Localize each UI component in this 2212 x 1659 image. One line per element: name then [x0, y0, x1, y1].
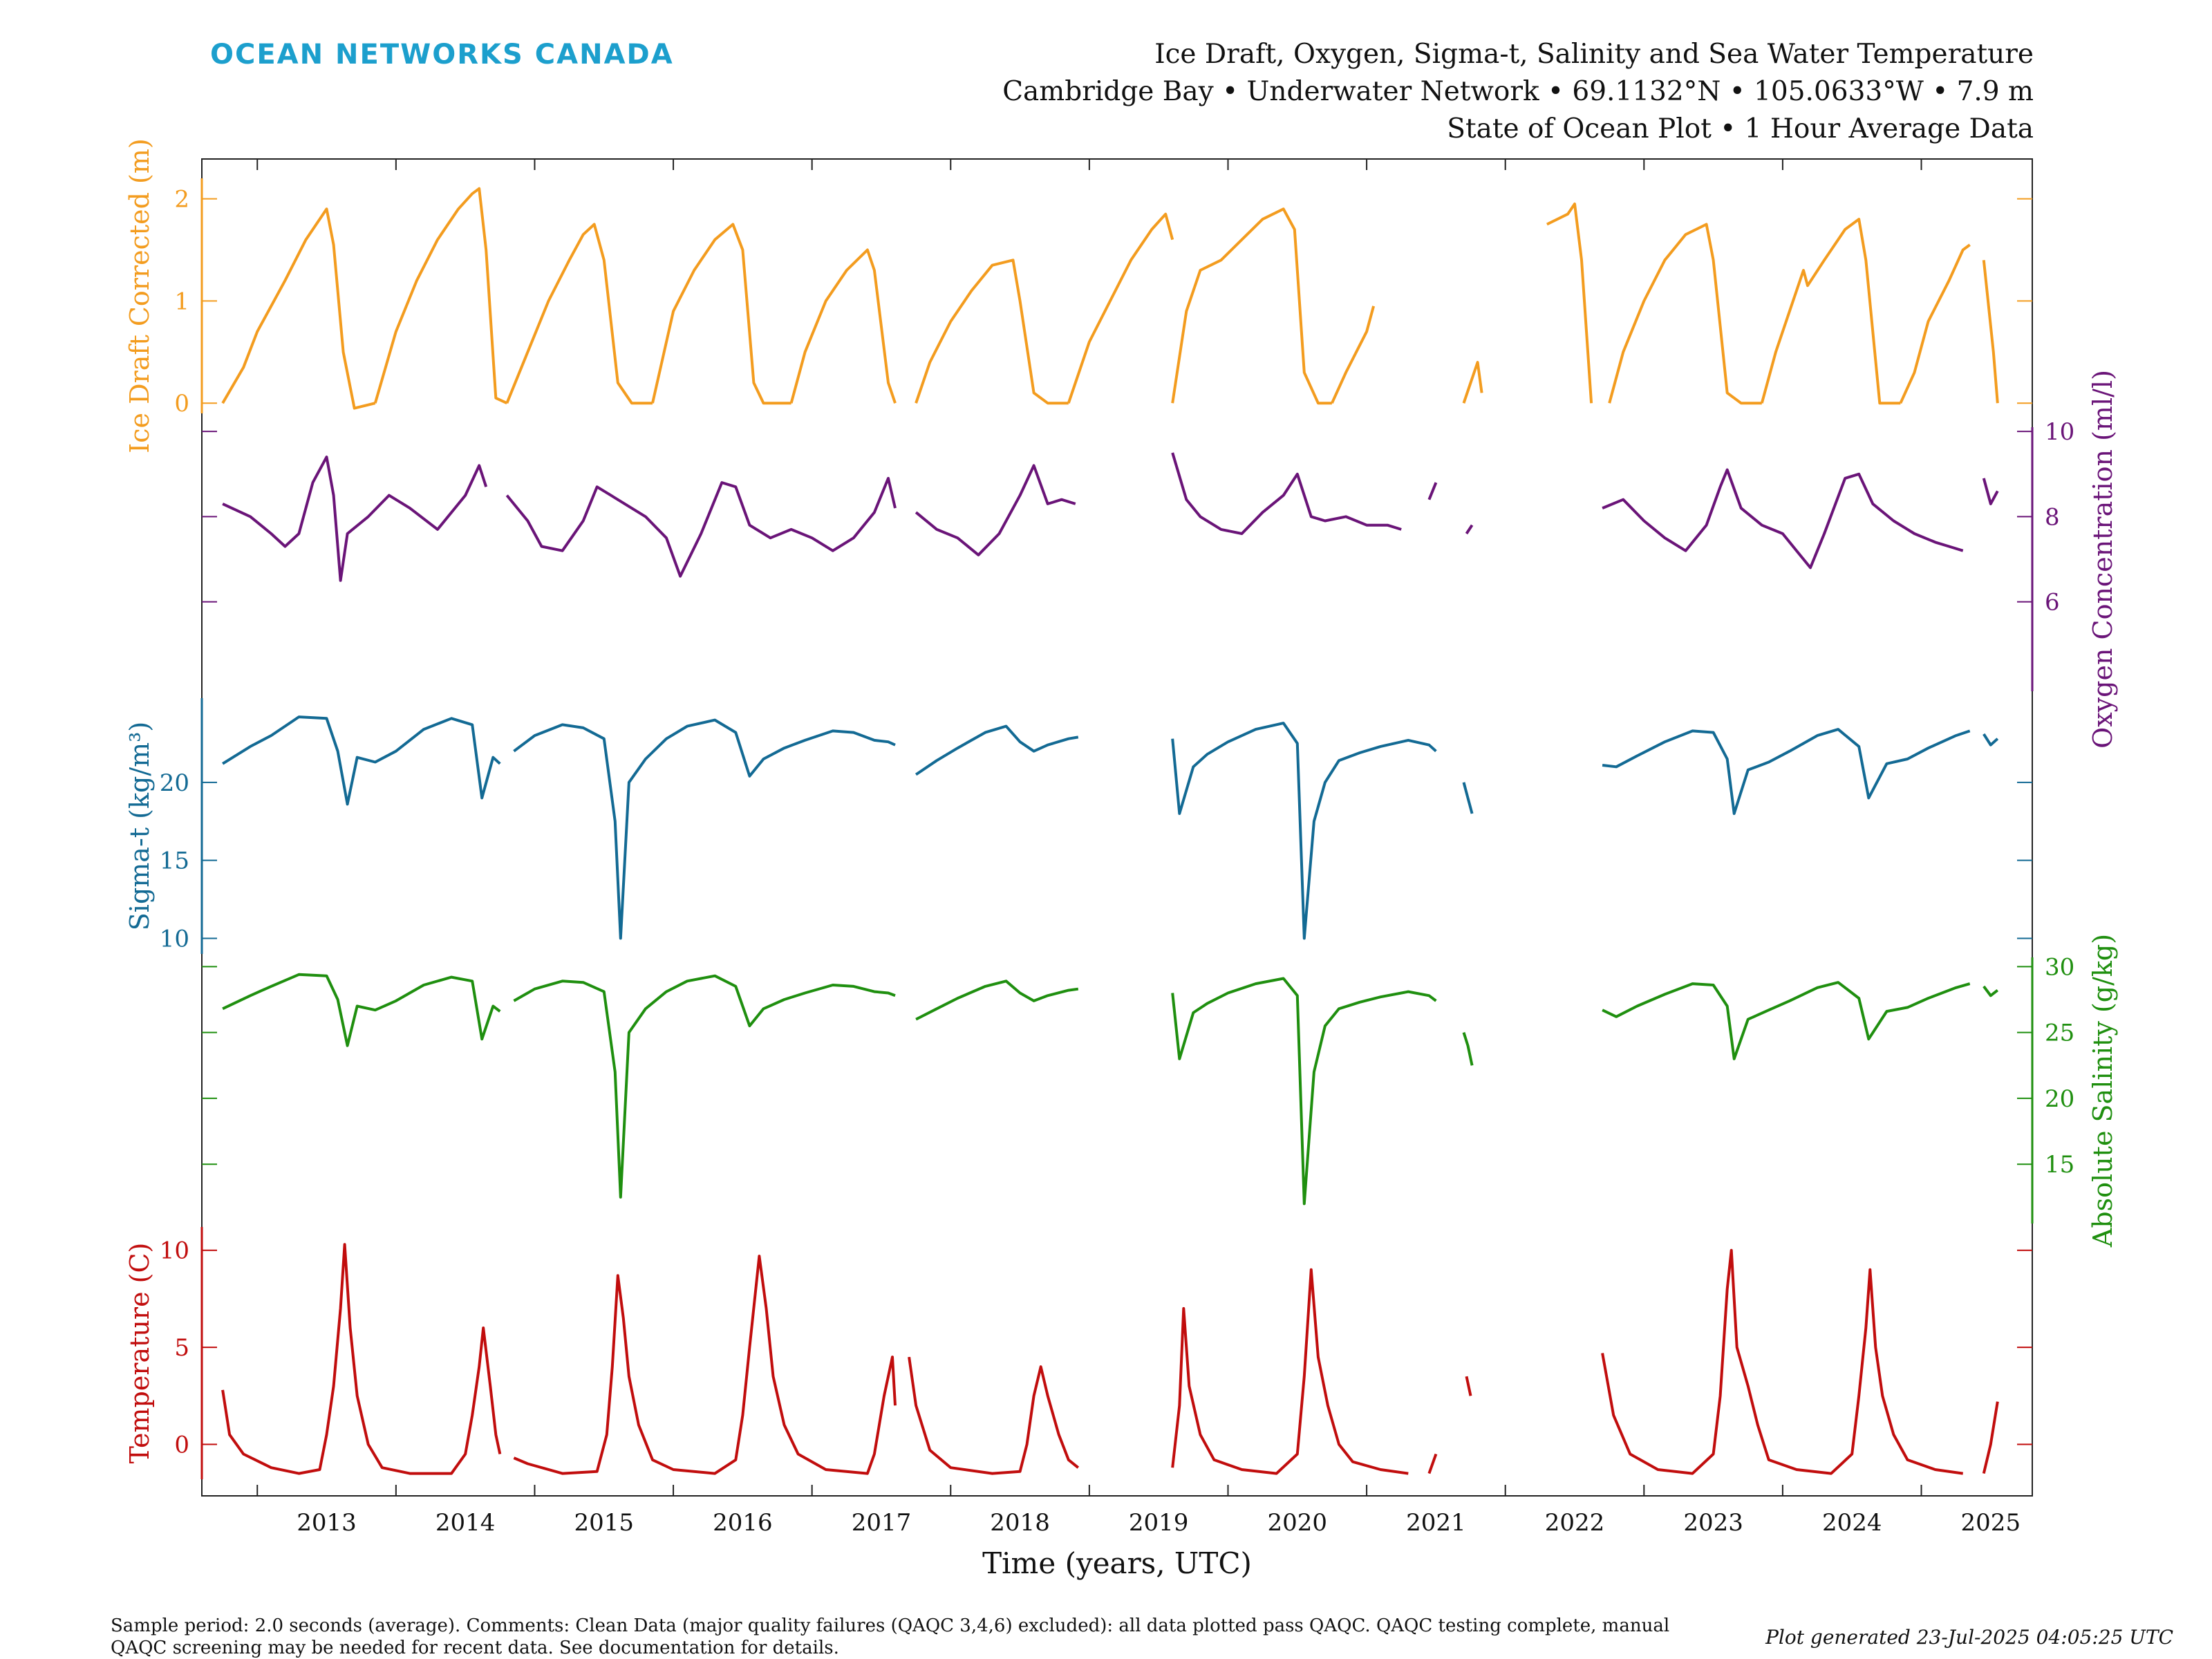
series-line	[1465, 524, 1474, 535]
y-tick-label: 10	[160, 1237, 189, 1265]
x-tick-label: 2018	[990, 1509, 1050, 1537]
y-tick-label: 30	[2045, 953, 2074, 981]
series-line	[1602, 468, 1964, 570]
y-tick-label: 10	[2045, 418, 2074, 446]
series-line	[915, 259, 1069, 405]
series-line	[222, 456, 488, 582]
series-line	[513, 1255, 897, 1475]
y-tick-label: 1	[174, 288, 189, 315]
series-line	[1462, 361, 1483, 404]
series-line	[373, 187, 508, 405]
series-line	[221, 207, 376, 410]
series-line	[1899, 243, 1971, 404]
series-line	[1982, 478, 1999, 505]
series-line	[1982, 260, 1999, 404]
x-tick-label: 2013	[297, 1509, 357, 1537]
series-line	[1983, 733, 1999, 747]
x-tick-label: 2024	[1822, 1509, 1882, 1537]
series-line	[1427, 1453, 1438, 1474]
x-tick-label: 2022	[1545, 1509, 1605, 1537]
series-line	[1462, 1032, 1474, 1066]
series-line	[505, 476, 897, 578]
chart-title: Ice Draft, Oxygen, Sigma-t, Salinity and…	[1154, 39, 2034, 70]
y-axis-label: Oxygen Concentration (ml/l)	[2088, 370, 2118, 749]
y-axis-label: Sigma-t (kg/m³)	[124, 722, 155, 930]
series-line	[915, 464, 1076, 556]
series-line	[915, 980, 1079, 1021]
y-tick-label: 15	[2045, 1151, 2074, 1179]
y-tick-label: 20	[160, 769, 189, 797]
chart-subtitle: State of Ocean Plot • 1 Hour Average Dat…	[1447, 113, 2034, 144]
x-tick-label: 2025	[1961, 1509, 2021, 1537]
y-tick-label: 10	[160, 925, 189, 953]
series-line	[221, 1243, 502, 1475]
plot-generated-timestamp: Plot generated 23-Jul-2025 04:05:25 UTC	[1765, 1626, 2173, 1649]
series-line	[1602, 981, 1971, 1060]
series-line	[1608, 223, 1762, 405]
series-line	[1427, 482, 1438, 500]
x-tick-label: 2016	[713, 1509, 773, 1537]
series-line	[915, 724, 1079, 776]
series-line	[908, 1356, 1080, 1475]
series-line	[1331, 306, 1376, 404]
series-line	[1171, 452, 1402, 535]
series-line	[513, 974, 896, 1199]
y-tick-label: 15	[160, 847, 189, 875]
series-line	[513, 718, 896, 940]
plot-frame	[201, 158, 2033, 1497]
y-tick-label: 0	[174, 1431, 189, 1459]
y-tick-label: 5	[174, 1334, 189, 1362]
series-line	[1602, 728, 1971, 815]
series-line	[222, 973, 501, 1047]
series-line	[222, 715, 501, 806]
x-tick-label: 2023	[1683, 1509, 1743, 1537]
y-tick-label: 20	[2045, 1085, 2074, 1113]
series-line	[1171, 1268, 1409, 1475]
series-line	[1760, 218, 1901, 405]
x-tick-label: 2015	[574, 1509, 634, 1537]
series-line	[789, 248, 897, 404]
series-line	[1067, 212, 1174, 404]
x-axis-label: Time (years, UTC)	[982, 1546, 1252, 1580]
footer-comments: Sample period: 2.0 seconds (average). Co…	[111, 1615, 1670, 1658]
x-tick-label: 2021	[1406, 1509, 1466, 1537]
y-tick-label: 6	[2045, 589, 2060, 617]
series-line	[1465, 1376, 1472, 1396]
x-tick-label: 2019	[1129, 1509, 1189, 1537]
y-axis-label: Absolute Salinity (g/kg)	[2088, 934, 2118, 1248]
series-line	[1982, 1401, 1999, 1474]
chart-location: Cambridge Bay • Underwater Network • 69.…	[1002, 76, 2034, 107]
y-tick-label: 25	[2045, 1020, 2074, 1047]
x-tick-label: 2020	[1268, 1509, 1328, 1537]
series-line	[651, 223, 791, 405]
y-axis-label: Temperature (C)	[124, 1243, 155, 1464]
brand-logo: OCEAN NETWORKS CANADA	[210, 39, 674, 71]
x-tick-label: 2014	[435, 1509, 496, 1537]
series-line	[1601, 1248, 1963, 1475]
series-line	[1546, 203, 1593, 404]
series-line	[1983, 985, 1999, 997]
series-line	[1462, 782, 1474, 814]
series-line	[1171, 722, 1437, 940]
x-tick-label: 2017	[852, 1509, 912, 1537]
y-tick-label: 0	[174, 390, 189, 418]
y-tick-label: 2	[174, 186, 189, 214]
series-line	[1171, 207, 1332, 405]
y-axis-label: Ice Draft Corrected (m)	[124, 138, 155, 453]
y-tick-label: 8	[2045, 503, 2060, 531]
series-line	[1171, 977, 1437, 1206]
series-line	[505, 223, 653, 405]
